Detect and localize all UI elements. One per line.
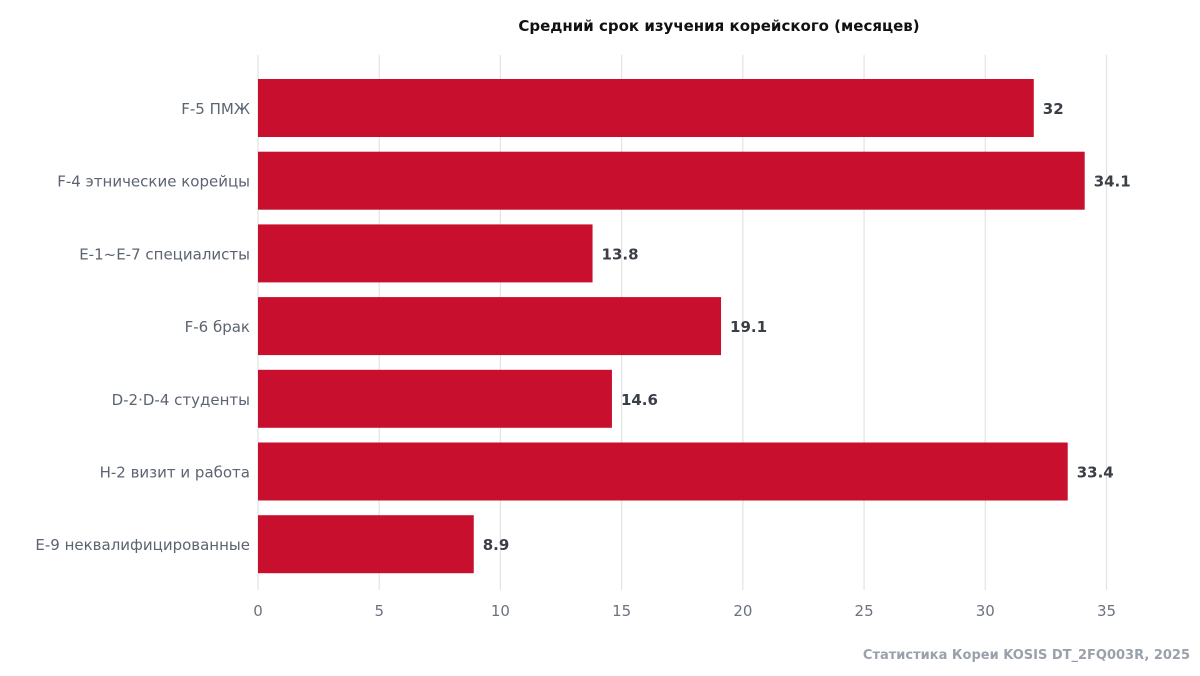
- x-tick-label: 35: [1097, 602, 1116, 620]
- x-tick-label: 25: [855, 602, 874, 620]
- value-label: 34.1: [1094, 173, 1131, 191]
- x-tick-label: 30: [976, 602, 995, 620]
- category-label: H-2 визит и работа: [100, 464, 250, 482]
- category-label: D-2·D-4 студенты: [112, 391, 250, 409]
- value-label: 14.6: [621, 391, 658, 409]
- category-label: F-4 этнические корейцы: [57, 173, 250, 191]
- value-label: 33.4: [1077, 464, 1114, 482]
- value-label: 8.9: [483, 536, 510, 554]
- x-tick-label: 0: [253, 602, 263, 620]
- category-label: F-6 брак: [185, 318, 250, 336]
- bar: [258, 224, 593, 283]
- x-tick-label: 15: [612, 602, 631, 620]
- chart-title: Средний срок изучения корейского (месяце…: [518, 17, 919, 35]
- category-label: E-9 неквалифицированные: [35, 536, 250, 554]
- bar: [258, 151, 1085, 210]
- source-note: Статистика Кореи KOSIS DT_2FQ003R, 2025: [863, 648, 1190, 663]
- value-label: 13.8: [602, 245, 639, 263]
- x-tick-label: 10: [491, 602, 510, 620]
- labels: 0 5 10 15 20 25 30 35 F-5 ПМЖ 32 F-4 этнические ко…: [35, 100, 1130, 620]
- bars: [258, 79, 1085, 574]
- category-label: E-1~E-7 специалисты: [79, 245, 250, 263]
- value-label: 19.1: [730, 318, 767, 336]
- x-tick-label: 20: [733, 602, 752, 620]
- bar: [258, 369, 612, 428]
- value-label: 32: [1043, 100, 1064, 118]
- bar: [258, 442, 1068, 501]
- bar: [258, 297, 722, 356]
- x-tick-label: 5: [374, 602, 384, 620]
- bar: [258, 515, 474, 574]
- category-label: F-5 ПМЖ: [181, 100, 250, 118]
- bar: [258, 79, 1034, 137]
